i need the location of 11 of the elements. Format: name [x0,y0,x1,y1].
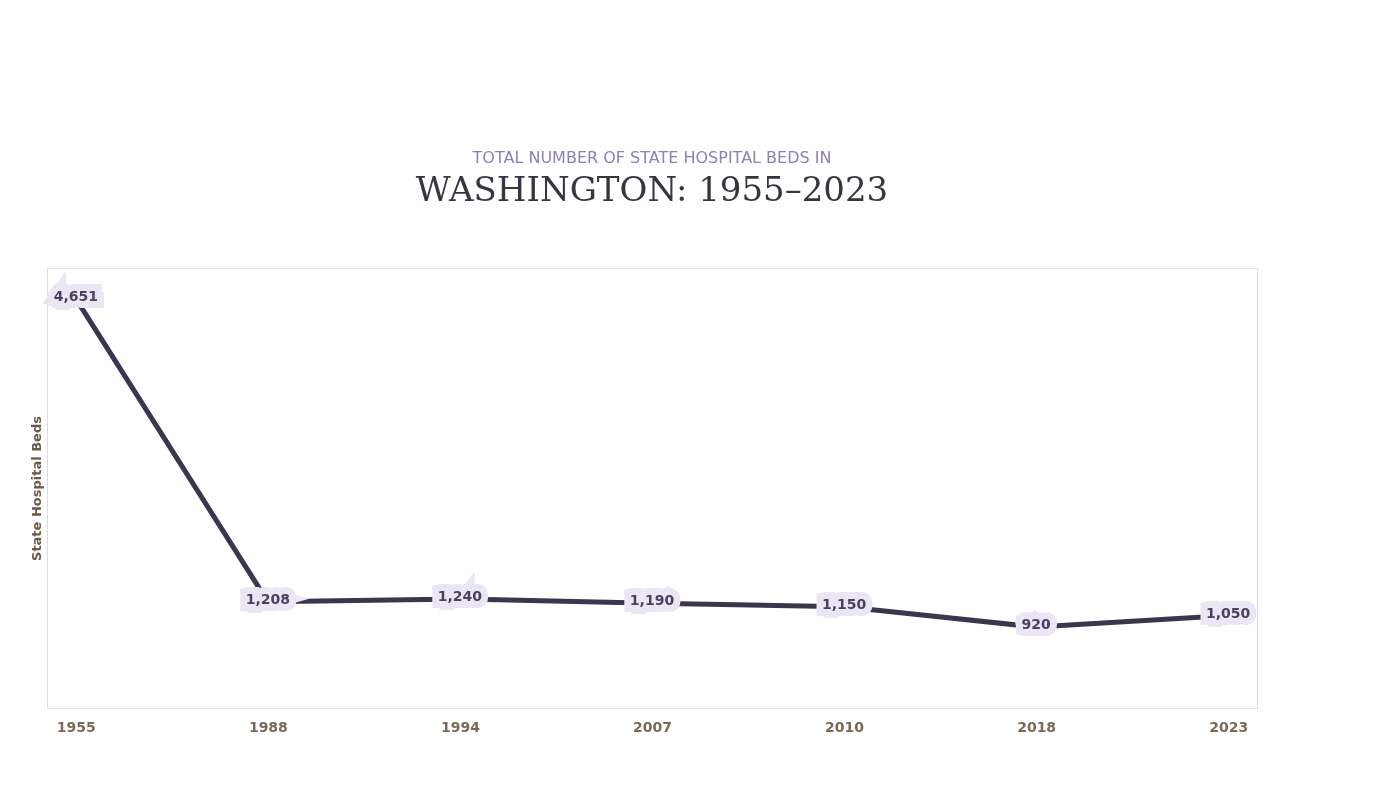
x-tick-label: 2010 [825,718,865,735]
chart-title: TOTAL NUMBER OF STATE HOSPITAL BEDS IN [471,148,832,167]
data-label: 4,651 [53,287,98,304]
x-tick-label: 2023 [1209,718,1249,735]
y-axis-title: State Hospital Beds [28,415,44,561]
x-tick-label: 1955 [56,718,96,735]
x-tick-label: 2018 [1017,718,1057,735]
x-tick-label: 2007 [633,718,672,735]
x-tick-label: 1994 [440,718,481,735]
chart-subtitle: WASHINGTON: 1955–2023 [415,169,889,209]
x-tick-label: 1988 [248,718,288,735]
